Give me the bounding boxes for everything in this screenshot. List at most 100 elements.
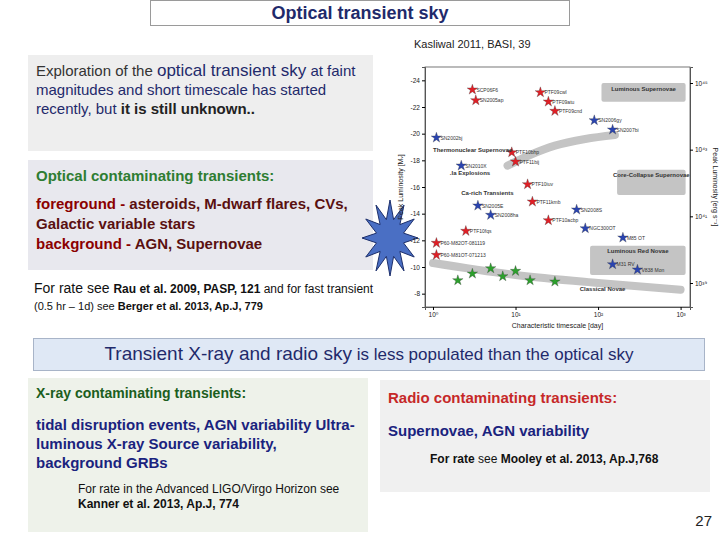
text-run: Rau et al. 2009, PASP, 121	[113, 282, 260, 296]
point-label: PTF10iuv	[532, 181, 554, 187]
heading: X-ray contaminating transients:	[36, 384, 360, 403]
plot-texts: Luminous Supernovae Core-Collapse Superno…	[433, 86, 690, 293]
plot-frame	[425, 67, 690, 307]
tick-mark	[422, 267, 425, 268]
tick-label: 10³⁹	[695, 280, 707, 287]
point-label: SN2006gy	[598, 117, 622, 123]
tick-label: 10¹	[511, 311, 521, 318]
banner: Transient X-ray and radio sky is less po…	[33, 338, 705, 371]
point	[550, 276, 560, 286]
point-label: PTF09cwl	[544, 89, 566, 95]
title: Optical transient sky	[150, 0, 570, 26]
tick: -10	[411, 264, 425, 271]
point-label: PTF11bij	[520, 159, 540, 165]
text-run: it is still unknown..	[121, 100, 255, 117]
y-axis: -24-22-20-18-16-14-12-10-8	[411, 68, 426, 308]
tick-label: -20	[411, 130, 421, 137]
plot-marks	[431, 83, 685, 290]
text-run: see	[475, 452, 501, 466]
xray-box: X-ray contaminating transients:tidal dis…	[28, 378, 368, 532]
tick: 10⁴³	[690, 146, 708, 153]
annotation: Ca-rich Transients	[461, 190, 514, 196]
point-label: PTF09atu	[552, 99, 574, 105]
tick-label: -24	[411, 77, 421, 84]
text-run: Exploration of the	[36, 62, 157, 79]
region-label: Core-Collapse Supernovae	[613, 172, 690, 178]
tick-mark	[690, 283, 693, 284]
tick-mark	[681, 307, 682, 310]
tick: 10¹	[511, 307, 521, 318]
y-axis-title: Peak Luminosity [Mᵥ]	[397, 154, 405, 219]
tick-mark	[422, 134, 425, 135]
rate: For rate see Mooley et al. 2013, Ap.J,76…	[430, 450, 702, 469]
region-band	[433, 263, 681, 290]
annotation: .Ia Explosions	[450, 170, 491, 176]
text-run: Transient X-ray and radio sky	[104, 343, 351, 364]
citation: Kasliwal 2011, BASI, 39	[414, 38, 531, 50]
region-label: Luminous Supernovae	[611, 86, 676, 92]
tick-label: -22	[411, 104, 421, 111]
text-run: Kanner et al. 2013, Ap.J, 774	[78, 497, 239, 511]
tick-label: -10	[411, 264, 421, 271]
text-run: and for fast transient	[260, 282, 373, 296]
tick: -8	[414, 290, 425, 297]
rate: For rate in the Advanced LIGO/Virgo Hori…	[78, 482, 360, 512]
tick: -24	[411, 77, 425, 84]
annotation: Classical Novae	[580, 286, 626, 292]
axis-line	[426, 308, 691, 311]
text-run: (0.5 hr – 1d) see	[34, 300, 118, 312]
tick-mark	[422, 187, 425, 188]
tick: -18	[411, 157, 425, 164]
tick: -14	[411, 210, 425, 217]
heading: Radio contaminating transients:	[388, 388, 702, 407]
text-run: Berger et al. 2013, Ap.J, 779	[118, 300, 263, 312]
axis-line	[422, 68, 426, 308]
tick-mark	[422, 160, 425, 161]
tick: 10⁴¹	[690, 213, 708, 220]
point-label: V838 Mon	[641, 267, 664, 273]
tick-mark	[690, 150, 693, 151]
text-run: in the Advanced LIGO/Virgo Horizon see	[120, 482, 339, 496]
rate-line: (0.5 hr – 1d) see Berger et al. 2013, Ap…	[34, 300, 414, 312]
tick-label: 10⁴⁵	[695, 80, 708, 87]
tick-mark	[433, 307, 434, 310]
y2-axis-title: Peak Luminosity [erg s⁻¹]	[711, 148, 719, 227]
tick: 10²	[594, 307, 604, 318]
point	[510, 265, 520, 275]
tick-mark	[690, 216, 693, 217]
tick-label: -12	[411, 237, 421, 244]
y2-axis: 10³⁹ 10⁴¹ 10⁴³ 10⁴⁵	[690, 68, 708, 308]
tick-mark	[422, 214, 425, 215]
tick-mark	[516, 307, 517, 310]
tick-mark	[422, 107, 425, 108]
annotation: Thermonuclear Supernovae	[433, 147, 513, 153]
point	[525, 275, 535, 285]
point-label: SCP06F6	[476, 87, 498, 93]
tick-label: 10⁰	[429, 311, 439, 318]
tick-label: -14	[411, 210, 421, 217]
point	[453, 275, 463, 285]
tick-mark	[422, 240, 425, 241]
text-run: For rate	[430, 452, 475, 466]
item: foreground - asteroids, M-dwarf flares, …	[36, 194, 365, 234]
region-box	[601, 83, 685, 102]
tick-mark	[422, 80, 425, 81]
axis-line	[691, 68, 694, 308]
body-text: Supernovae, AGN variability	[388, 421, 702, 440]
point-label: PTF09cnd	[559, 108, 582, 114]
tick: 10³	[676, 307, 686, 318]
text-run: For rate	[78, 482, 120, 496]
tick-label: 10²	[594, 311, 604, 318]
point-label: SN2002bj	[440, 135, 462, 141]
region-band	[508, 135, 615, 166]
text-run: background -	[36, 235, 135, 252]
point-label: SN2008ha	[495, 212, 519, 218]
region-label: Luminous Red Novae	[607, 248, 669, 254]
heading: Optical contaminating transients:	[36, 166, 365, 186]
point-label: PTF10bhp	[516, 149, 540, 155]
point-label: P60-M82OT-081119	[440, 240, 485, 246]
tick: -22	[411, 104, 425, 111]
tick: 10⁰	[429, 307, 439, 318]
point-label: M85 OT	[627, 235, 645, 241]
point-label: PTF10fqs	[470, 228, 492, 234]
